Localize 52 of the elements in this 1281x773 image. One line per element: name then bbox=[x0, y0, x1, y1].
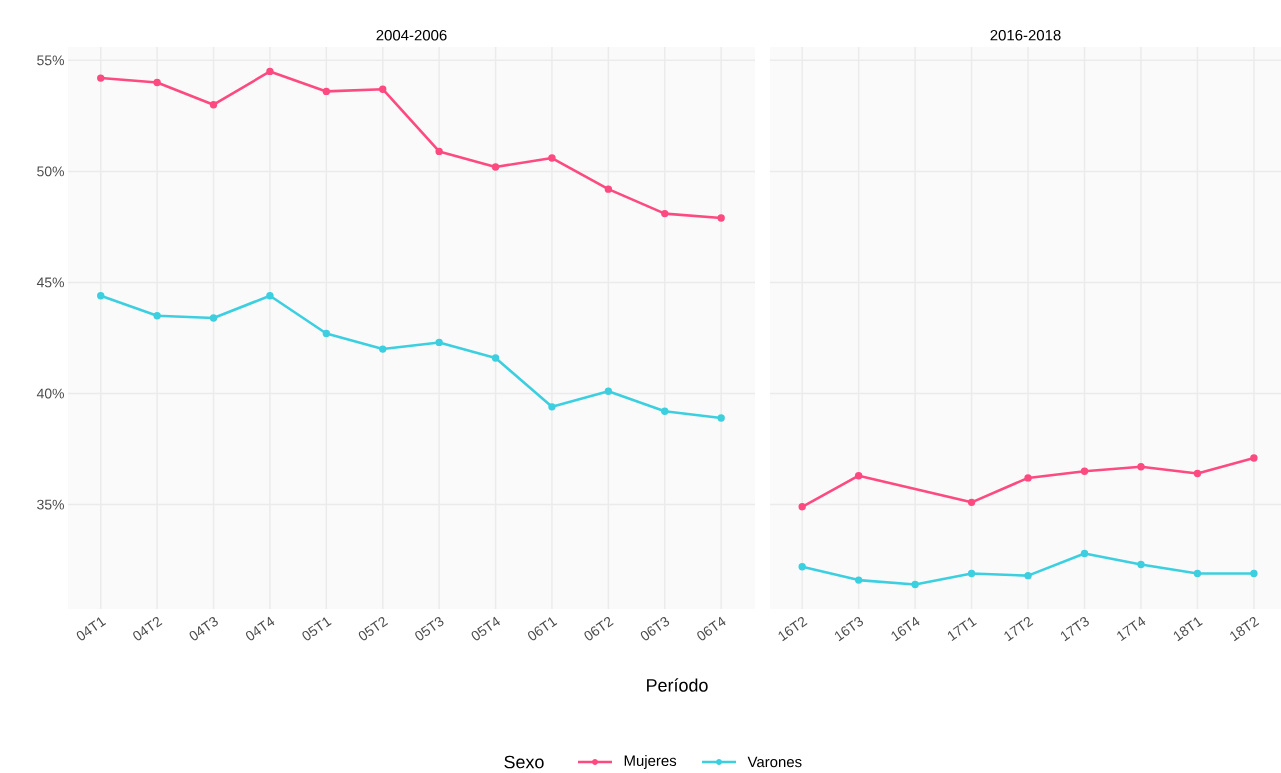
point bbox=[798, 563, 806, 571]
point bbox=[97, 292, 105, 300]
point bbox=[322, 329, 331, 338]
point bbox=[604, 387, 613, 395]
legend-title: Sexo bbox=[504, 755, 544, 769]
point bbox=[209, 314, 218, 322]
point bbox=[717, 214, 725, 222]
point bbox=[1024, 571, 1032, 580]
y-tick-label: 55% bbox=[37, 55, 64, 66]
y-tick-label: 45% bbox=[36, 277, 64, 288]
point bbox=[266, 292, 274, 300]
x-axis-title: Período bbox=[647, 678, 708, 692]
point bbox=[322, 87, 331, 96]
point bbox=[911, 580, 919, 589]
point bbox=[1250, 454, 1258, 462]
y-tick-label: 35% bbox=[37, 499, 64, 510]
point bbox=[798, 503, 806, 511]
point bbox=[1137, 463, 1145, 471]
point bbox=[379, 345, 387, 353]
point bbox=[153, 78, 161, 87]
y-tick-label: 50% bbox=[37, 166, 64, 177]
point bbox=[153, 312, 161, 320]
point bbox=[604, 185, 613, 193]
legend-label: Varones bbox=[747, 756, 802, 768]
point bbox=[435, 147, 443, 156]
point bbox=[1080, 467, 1089, 475]
point bbox=[548, 154, 556, 162]
point bbox=[1137, 560, 1145, 569]
legend-label: Mujeres bbox=[624, 755, 677, 769]
point bbox=[661, 209, 669, 218]
point bbox=[1024, 474, 1032, 482]
point bbox=[435, 338, 443, 347]
point bbox=[266, 67, 274, 76]
point bbox=[854, 472, 863, 480]
point bbox=[717, 414, 725, 422]
point bbox=[854, 576, 863, 584]
point bbox=[491, 354, 500, 362]
chart-title: 2016-2018 bbox=[990, 29, 1061, 41]
point bbox=[1080, 549, 1089, 558]
point bbox=[967, 569, 976, 578]
point bbox=[1193, 569, 1202, 578]
point bbox=[1250, 569, 1258, 578]
point bbox=[967, 498, 976, 507]
point bbox=[661, 407, 669, 415]
y-tick-label: 40% bbox=[36, 388, 64, 399]
point bbox=[379, 85, 387, 93]
chart-title: 2004-2006 bbox=[376, 29, 447, 41]
point bbox=[1193, 469, 1202, 478]
point bbox=[97, 74, 105, 82]
point bbox=[209, 101, 218, 109]
point bbox=[548, 403, 556, 411]
point bbox=[491, 163, 500, 171]
